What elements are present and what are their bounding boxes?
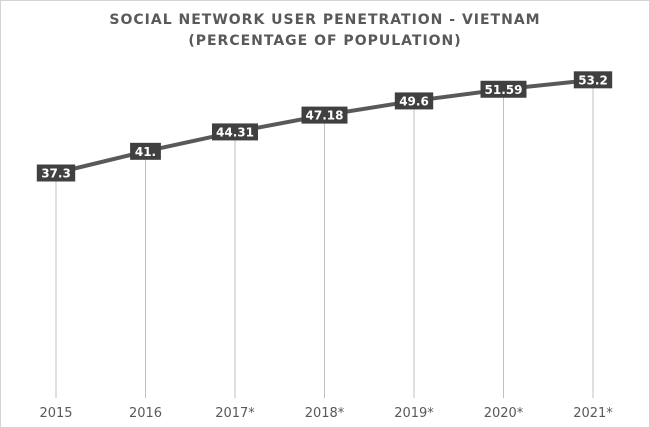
chart-title-line-1: SOCIAL NETWORK USER PENETRATION - VIETNA… <box>109 12 541 28</box>
data-label-2018: 47.18 <box>301 106 348 124</box>
x-tick-label-2019: 2019* <box>394 406 434 421</box>
data-label-text: 47.18 <box>306 109 344 123</box>
data-label-box <box>130 142 161 160</box>
x-tick-label-2021: 2021* <box>573 406 613 421</box>
data-label-text: 49.6 <box>399 94 429 108</box>
x-tick-label-2015: 2015 <box>39 406 72 421</box>
data-label-box <box>301 106 348 124</box>
data-label-box <box>480 80 527 98</box>
x-tick-label-2020: 2020* <box>484 406 524 421</box>
data-label-2017: 44.31 <box>212 123 258 141</box>
data-label-2019: 49.6 <box>394 92 434 110</box>
data-label-text: 53.2 <box>578 73 608 87</box>
data-label-2015: 37.3 <box>36 164 76 182</box>
data-label-2021: 53.2 <box>573 71 613 89</box>
x-tick-label-2017: 2017* <box>215 406 255 421</box>
chart-title: SOCIAL NETWORK USER PENETRATION - VIETNA… <box>0 10 650 52</box>
data-label-box <box>36 164 76 182</box>
data-label-text: 44.31 <box>216 125 254 139</box>
data-label-text: 51.59 <box>485 83 523 97</box>
data-label-2016: 41. <box>130 142 161 160</box>
data-label-text: 41. <box>135 145 156 159</box>
data-label-box <box>394 92 434 110</box>
x-tick-label-2016: 2016 <box>129 406 162 421</box>
data-label-box <box>573 71 613 89</box>
chart-title-line-2: (PERCENTAGE OF POPULATION) <box>188 33 462 49</box>
data-label-text: 37.3 <box>41 167 71 181</box>
data-label-box <box>212 123 258 141</box>
data-label-2020: 51.59 <box>480 80 527 98</box>
x-tick-label-2018: 2018* <box>305 406 345 421</box>
